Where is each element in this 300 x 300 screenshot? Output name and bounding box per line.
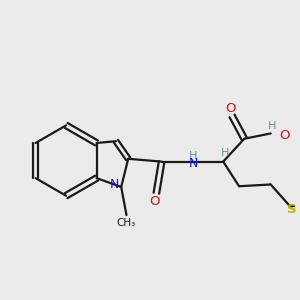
Text: S: S: [287, 203, 297, 216]
Text: N: N: [189, 157, 198, 170]
Text: O: O: [225, 102, 236, 115]
Text: N: N: [110, 178, 119, 190]
Text: H: H: [189, 151, 197, 161]
Text: CH₃: CH₃: [117, 218, 136, 228]
Text: H: H: [221, 148, 229, 158]
Text: O: O: [149, 194, 160, 208]
Text: H: H: [268, 122, 277, 131]
Text: O: O: [280, 129, 290, 142]
